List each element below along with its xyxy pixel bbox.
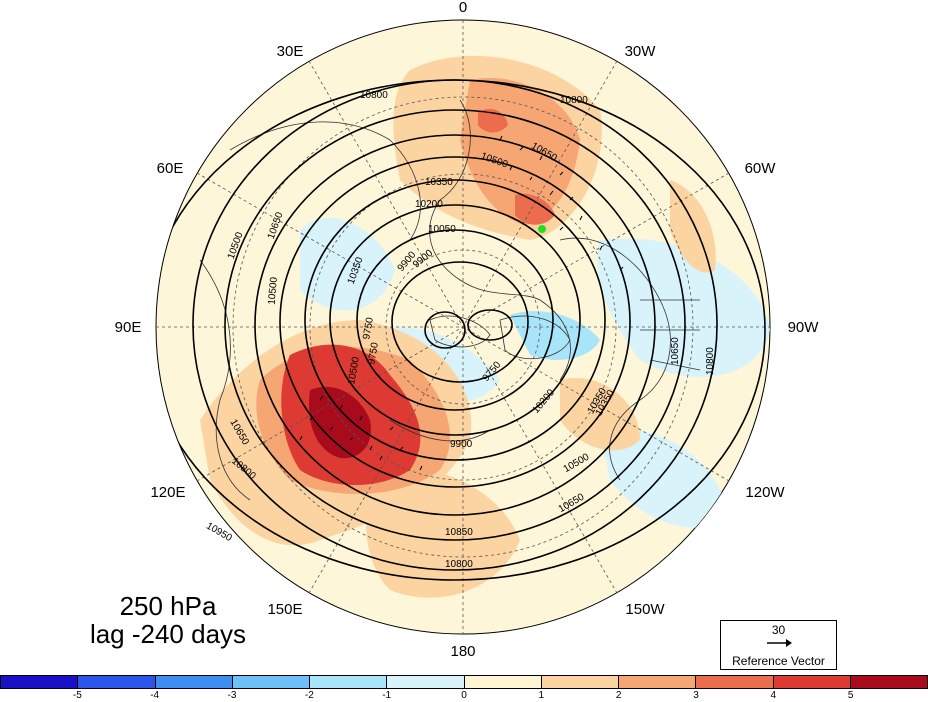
colorbar-segment: [619, 676, 697, 688]
graticule: [156, 20, 770, 634]
lon-label-60e: 60E: [157, 160, 184, 177]
reference-vector-value: 30: [771, 623, 786, 637]
colorbar-tick-label: -4: [150, 690, 160, 701]
colorbar-tick-label: 1: [538, 690, 545, 701]
shade-blue-east: [510, 311, 600, 360]
shade-lightblue-4: [600, 428, 730, 528]
contour-label: 10850: [445, 527, 473, 538]
lon-label-180: 180: [450, 643, 475, 660]
contour-label: 9750: [366, 341, 381, 365]
contour-label: 10200: [415, 199, 443, 210]
reference-arrow-icon: [767, 639, 792, 647]
colorbar-segment: [78, 676, 156, 688]
colorbar: [0, 675, 928, 689]
colorbar-tick-label: -2: [304, 690, 314, 701]
lon-label-90w: 90W: [788, 319, 820, 336]
contour-9750a: [391, 261, 529, 383]
coastlines: [199, 99, 701, 501]
reference-vector-box: 30 Reference Vector: [720, 620, 837, 670]
colorbar-tick-label: -5: [72, 690, 82, 701]
contour-label: 10650: [670, 337, 681, 365]
reference-vector-caption: Reference Vector: [732, 654, 825, 668]
lon-label-60w: 60W: [745, 160, 777, 177]
lon-label-120e: 120E: [150, 484, 185, 501]
contour-label: 10500: [346, 356, 362, 386]
contour-10200a: [304, 179, 606, 461]
contour-label: 9900: [450, 439, 473, 450]
colorbar-segment: [696, 676, 774, 688]
colorbar-segment: [387, 676, 465, 688]
contour-label: 10350: [425, 177, 453, 188]
colorbar-tick-label: 4: [770, 690, 777, 701]
plot-title: 250 hPa lag -240 days: [68, 592, 268, 648]
contour-10650a: [224, 109, 686, 541]
colorbar-segment: [232, 676, 310, 688]
shade-lightblue-1: [300, 217, 395, 311]
longitude-labels: 0 180 90E 90W 30E 60E 30W 60W 120E 150E …: [115, 0, 820, 660]
contour-label: 10050: [428, 224, 456, 235]
contour-label: 10500: [267, 276, 280, 305]
contour-label: 9750: [361, 316, 376, 340]
wind-vectors: [299, 135, 624, 471]
shade-red-north2: [515, 193, 555, 225]
colorbar-tick-label: 3: [693, 690, 699, 701]
title-line-2: lag -240 days: [89, 619, 247, 649]
contour-label: 10800: [360, 90, 388, 101]
contour-inner2: [467, 309, 513, 341]
contour-label: 10800: [560, 95, 588, 106]
colorbar-segment: [1, 676, 79, 688]
colorbar-segment: [850, 676, 927, 688]
colorbar-segment: [310, 676, 388, 688]
contour-10500a: [254, 134, 656, 516]
lon-label-150w: 150W: [625, 601, 665, 618]
contour-10800a: [192, 79, 718, 571]
contours: [156, 79, 766, 581]
lon-label-150e: 150E: [267, 601, 302, 618]
colorbar-tick-label: 5: [847, 690, 854, 701]
lon-label-90e: 90E: [115, 319, 142, 336]
lon-label-120w: 120W: [745, 484, 785, 501]
contour-label: 10800: [705, 347, 716, 375]
colorbar-tick-label: 0: [461, 690, 467, 701]
colorbar-segment: [464, 676, 542, 688]
colorbar-segment: [541, 676, 619, 688]
shade-darkred-west: [309, 386, 371, 459]
lon-label-0: 0: [459, 0, 467, 16]
colorbar-tick-label: -1: [382, 690, 392, 701]
contour-inner1: [424, 311, 466, 349]
title-line-1: 250 hPa: [119, 591, 217, 621]
colorbar-tick-label: 2: [615, 690, 622, 701]
lon-label-30e: 30E: [277, 43, 304, 60]
colorbar-ticks: -5 -4 -3 -2 -1 0 1 2 3 4 5: [0, 690, 928, 702]
location-marker: [538, 225, 546, 233]
contour-10350a: [279, 156, 631, 488]
contour-9900a: [356, 229, 554, 411]
contour-label: 10800: [445, 559, 473, 570]
lon-label-30w: 30W: [625, 43, 657, 60]
colorbar-segment: [155, 676, 233, 688]
contour-10050a: [329, 204, 581, 436]
colorbar-segment: [773, 676, 851, 688]
colorbar-tick-label: -3: [227, 690, 237, 701]
